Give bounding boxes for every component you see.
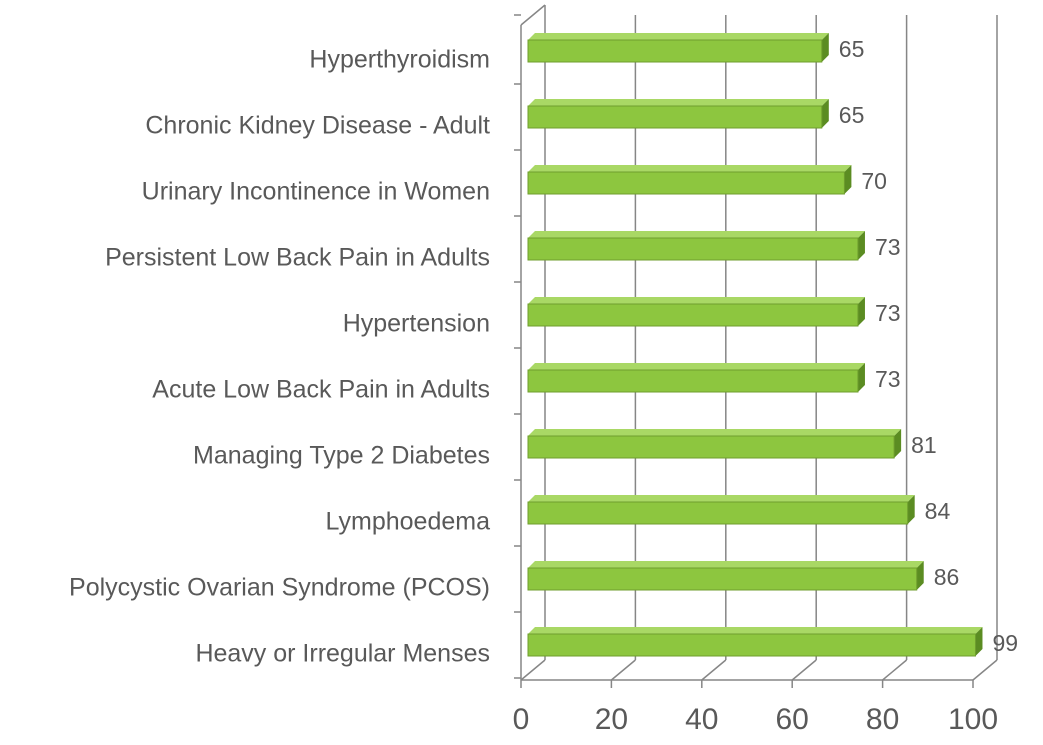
bar-top — [528, 627, 983, 634]
value-label: 65 — [839, 36, 865, 62]
y-tick-label: Managing Type 2 Diabetes — [193, 442, 490, 470]
bar-side — [916, 561, 924, 590]
bar — [527, 501, 909, 525]
value-label: 99 — [992, 630, 1018, 656]
y-tick-label: Chronic Kidney Disease - Adult — [145, 112, 490, 140]
bar-side — [821, 99, 829, 128]
grid-line — [701, 659, 727, 681]
x-tick-label: 60 — [776, 703, 809, 736]
bar-side — [975, 627, 983, 656]
value-label: 65 — [839, 102, 865, 128]
wall-edge — [520, 4, 546, 26]
x-tick-label: 100 — [948, 703, 998, 736]
x-tick-label: 0 — [513, 703, 530, 736]
y-tick-label: Acute Low Back Pain in Adults — [152, 376, 490, 404]
value-label: 73 — [875, 366, 901, 392]
bar-side — [857, 231, 865, 260]
grid-line — [791, 659, 817, 681]
bar-side — [894, 429, 902, 458]
y-tick-label: Hypertension — [343, 310, 490, 338]
grid-line — [972, 659, 998, 681]
bar-top — [528, 561, 924, 568]
bar — [527, 435, 895, 459]
x-tick-label: 40 — [685, 703, 718, 736]
bar-top — [528, 363, 865, 370]
bar-side — [844, 165, 852, 194]
y-tick-label: Persistent Low Back Pain in Adults — [105, 244, 490, 272]
bar-top — [528, 165, 852, 172]
bar-side — [857, 363, 865, 392]
y-tick-label: Urinary Incontinence in Women — [142, 178, 490, 206]
bar — [527, 39, 823, 63]
value-label: 73 — [875, 300, 901, 326]
bar-side — [857, 297, 865, 326]
y-tick-label: Heavy or Irregular Menses — [195, 640, 490, 668]
bar-top — [528, 495, 915, 502]
bar-top — [528, 99, 829, 106]
bar — [527, 237, 859, 261]
value-label: 70 — [861, 168, 887, 194]
value-label: 81 — [911, 432, 937, 458]
y-tick-label: Polycystic Ovarian Syndrome (PCOS) — [69, 574, 490, 602]
bar-top — [528, 297, 865, 304]
value-label: 84 — [925, 498, 951, 524]
bar — [527, 105, 823, 129]
x-tick-label: 20 — [595, 703, 628, 736]
bar — [527, 369, 859, 393]
y-tick-label: Lymphoedema — [326, 508, 491, 536]
bar-side — [907, 495, 915, 524]
bar — [527, 633, 976, 657]
bar — [527, 303, 859, 327]
bar-side — [821, 33, 829, 62]
value-label: 73 — [875, 234, 901, 260]
bar-top — [528, 231, 865, 238]
value-label: 86 — [934, 564, 960, 590]
grid-line — [882, 659, 908, 681]
bar — [527, 171, 845, 195]
bar — [527, 567, 918, 591]
bar-top — [528, 429, 902, 436]
grid-line — [520, 659, 546, 681]
x-tick-label: 80 — [866, 703, 899, 736]
grid-line — [610, 659, 636, 681]
bar-top — [528, 33, 829, 40]
y-tick-label: Hyperthyroidism — [309, 46, 490, 74]
